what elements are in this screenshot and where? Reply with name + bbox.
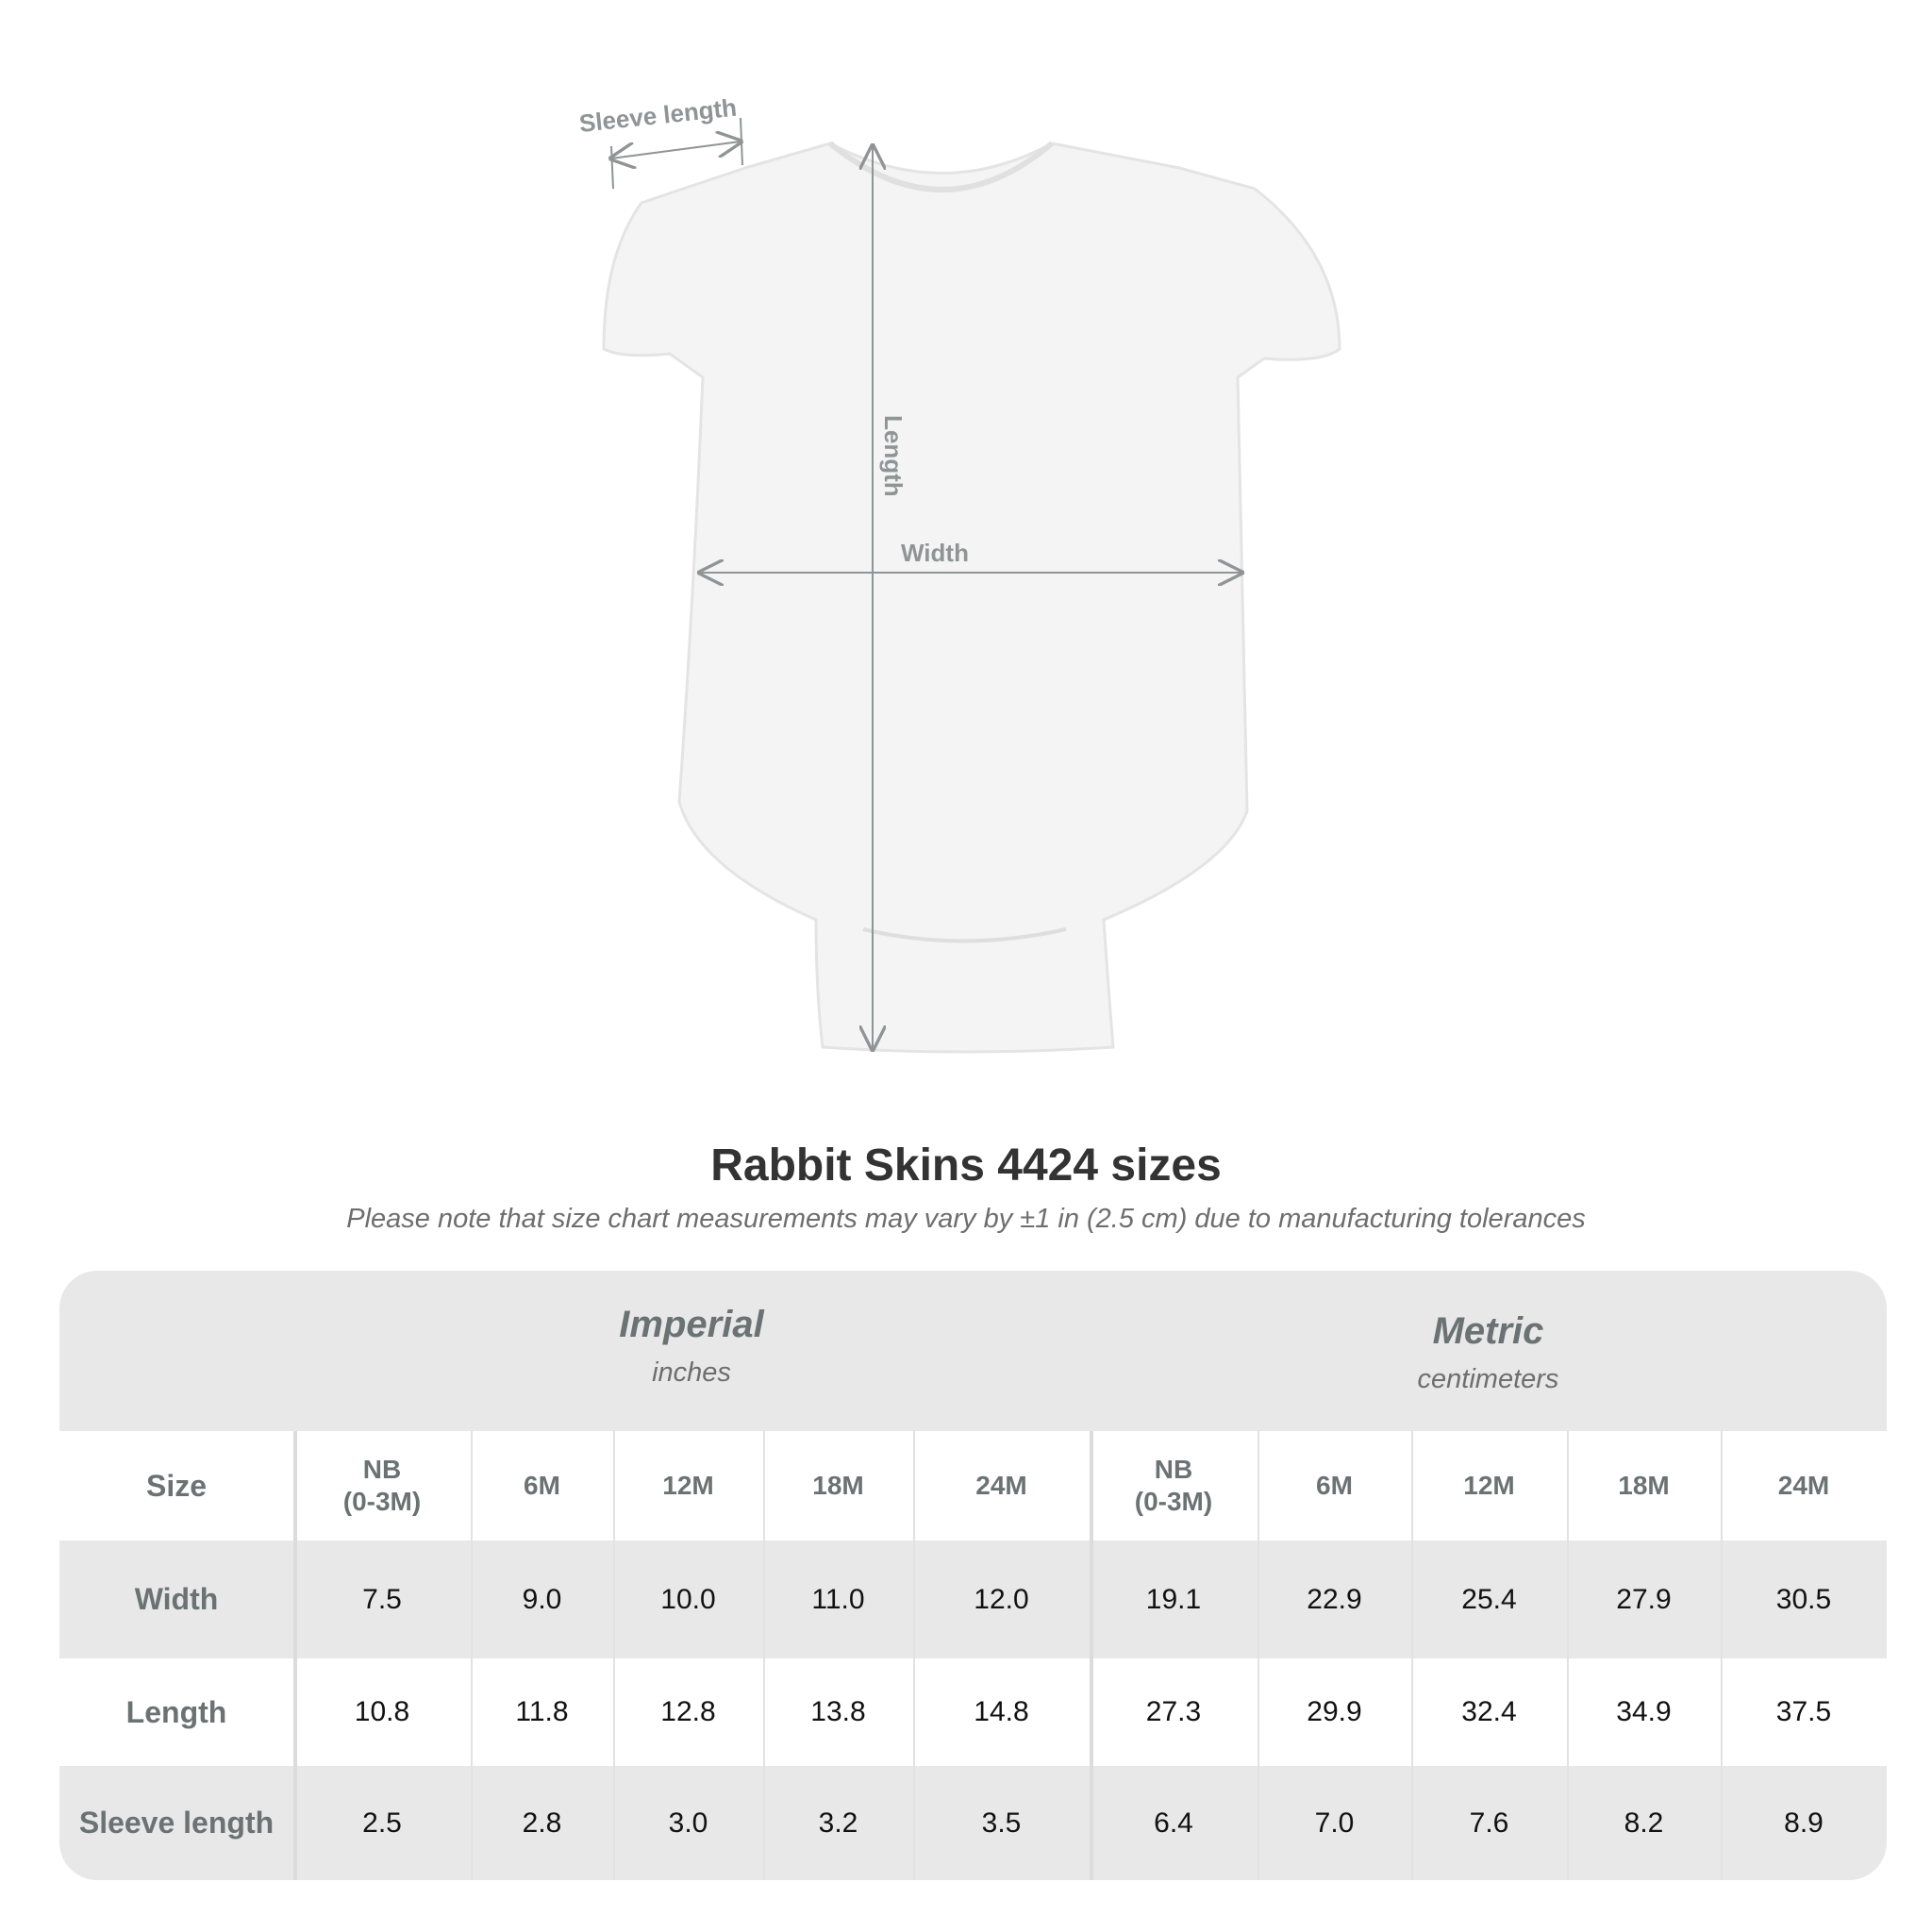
imperial-value: 2.8 [522,1807,562,1839]
metric-value: 7.6 [1469,1807,1509,1839]
size-header-imperial: 24M [975,1471,1027,1500]
table-row: Sleeve length 2.5 6.4 2.8 7.0 3.0 7.6 3.2 8.2 3.5… [59,1766,1887,1880]
metric-value: 25.4 [1461,1583,1517,1615]
page-title: Rabbit Skins 4424 sizes [710,1141,1222,1191]
imperial-value: 10.0 [660,1583,716,1615]
size-label: Size [145,1468,208,1503]
metric-value: 7.0 [1314,1807,1355,1839]
size-header-metric: NB (0-3M) [1134,1455,1213,1516]
imperial-value: 2.5 [362,1807,402,1839]
column-divider [471,1431,473,1880]
metric-value: 19.1 [1145,1583,1202,1615]
size-header-metric: 12M [1463,1471,1515,1500]
sleeve-measure-line [611,142,741,158]
column-divider [1411,1431,1413,1880]
metric-value: 37.5 [1775,1696,1832,1727]
tolerance-note: Please note that size chart measurements… [346,1204,1586,1234]
imperial-value: 14.8 [974,1696,1029,1727]
size-header-metric: 18M [1618,1471,1670,1500]
metric-value: 29.9 [1307,1696,1362,1727]
onesie-body [602,142,1341,1054]
row-label: Length [125,1694,227,1729]
imperial-value: 12.8 [660,1696,716,1727]
imperial-value: 12.0 [974,1583,1029,1615]
size-header-imperial: 12M [662,1471,714,1500]
row-label: Sleeve length [78,1806,275,1840]
metric-value: 8.9 [1784,1807,1824,1839]
imperial-header: Imperial inches [619,1304,764,1388]
sleeve-length-label: Sleeve length [577,93,738,138]
column-divider [1257,1431,1259,1880]
column-divider [613,1431,615,1880]
length-label: Length [879,415,908,497]
imperial-value: 13.8 [810,1696,866,1727]
metric-value: 34.9 [1616,1696,1672,1727]
header-band [59,1271,1887,1431]
size-header-metric: 24M [1777,1471,1830,1500]
metric-value: 27.3 [1145,1696,1202,1727]
size-header-imperial: 6M [524,1471,560,1500]
imperial-value: 11.0 [811,1583,865,1615]
imperial-value: 11.8 [515,1696,569,1727]
metric-value: 30.5 [1775,1583,1832,1615]
size-header-imperial: NB (0-3M) [342,1455,422,1516]
metric-value: 6.4 [1154,1807,1193,1839]
metric-value: 22.9 [1307,1583,1362,1615]
metric-value: 27.9 [1616,1583,1672,1615]
imperial-value: 10.8 [354,1696,410,1727]
size-table: Imperial inches Metric centimeters Size N… [59,1271,1887,1880]
column-divider [1567,1431,1569,1880]
column-divider [293,1431,297,1880]
imperial-value: 3.2 [818,1807,858,1839]
column-divider [1090,1431,1093,1880]
metric-header: Metric centimeters [1417,1310,1559,1394]
column-divider [763,1431,765,1880]
imperial-value: 9.0 [522,1583,562,1615]
size-header-metric: 6M [1316,1471,1353,1500]
column-divider [1721,1431,1723,1880]
table-row: Length 10.8 27.3 11.8 29.9 12.8 32.4 13.8 34.9 14… [59,1658,1887,1766]
table-row: Width 7.5 19.1 9.0 22.9 10.0 25.4 11.0 27.9 12.0 3… [59,1541,1887,1658]
size-header-imperial: 18M [812,1471,864,1500]
metric-value: 8.2 [1624,1807,1664,1839]
width-label: Width [901,539,969,567]
imperial-value: 7.5 [362,1583,402,1615]
imperial-value: 3.5 [981,1807,1022,1839]
row-label: Width [134,1582,219,1616]
column-divider [913,1431,915,1880]
metric-value: 32.4 [1461,1696,1517,1727]
onesie-diagram: Sleeve length Length Width [577,93,1341,1054]
onesie-collar [828,141,1054,192]
size-header-row: Size NB (0-3M) NB (0-3M) 6M 6M 12M 12M 18M 18M 24… [59,1431,1887,1541]
imperial-value: 3.0 [668,1807,708,1839]
